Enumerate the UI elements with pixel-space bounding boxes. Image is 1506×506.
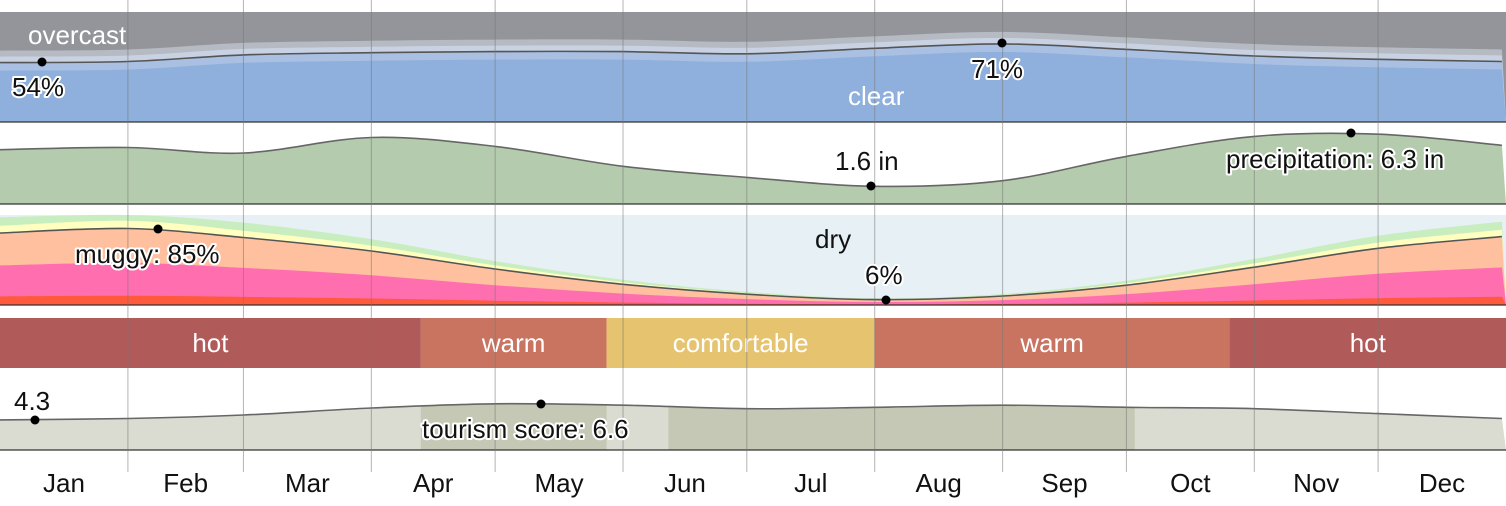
tourism-score-panel — [0, 402, 1506, 451]
tourism-min-annotation: 4.3 — [14, 386, 50, 416]
month-label-dec: Dec — [1419, 468, 1465, 498]
humidity-bands — [0, 214, 1506, 305]
cloud-min-marker — [37, 57, 47, 67]
cloud-max-annotation: 71% — [971, 54, 1023, 84]
month-gridlines — [127, 0, 1379, 472]
muggy-min-marker — [881, 295, 891, 305]
muggy-max-annotation: muggy: 85% — [75, 239, 220, 269]
month-label-jan: Jan — [43, 468, 85, 498]
best-time-range — [668, 403, 1135, 450]
miserable-band — [0, 262, 1506, 305]
month-label-nov: Nov — [1293, 468, 1339, 498]
dry-label: dry — [815, 224, 851, 254]
cloud-min-annotation: 54% — [12, 72, 64, 102]
temp-band-warm — [420, 318, 607, 368]
clear-label: clear — [848, 81, 905, 111]
oppressive-band — [0, 295, 1506, 305]
month-label-mar: Mar — [285, 468, 330, 498]
month-label-apr: Apr — [413, 468, 454, 498]
temp-band-comfortable — [606, 318, 875, 368]
precip-min-annotation: 1.6 in — [835, 146, 899, 176]
precip-max-marker — [1346, 128, 1356, 138]
tourism-min-marker — [30, 415, 40, 425]
overcast-label: overcast — [28, 20, 127, 50]
clear-band — [0, 51, 1506, 122]
temp-band-warm — [874, 318, 1230, 368]
tourism-score-areas — [0, 403, 1506, 450]
month-label-sep: Sep — [1041, 468, 1087, 498]
temp-band-label: hot — [1350, 328, 1387, 358]
month-label-oct: Oct — [1170, 468, 1211, 498]
tourism-max-marker — [536, 399, 546, 409]
precipitation-area — [0, 133, 1506, 204]
muggy-max-marker — [153, 224, 163, 234]
temp-band-label: warm — [481, 328, 546, 358]
cloud-max-marker — [997, 38, 1007, 48]
precip-min-marker — [866, 181, 876, 191]
humidity-panel — [0, 214, 1506, 306]
muggy-min-annotation: 6% — [865, 260, 903, 290]
panel-labels: overcast clear dry — [28, 20, 905, 254]
temp-band-label: comfortable — [673, 328, 809, 358]
temp-band-hot — [0, 318, 421, 368]
temp-band-label: warm — [1019, 328, 1084, 358]
precip-max-annotation: precipitation: 6.3 in — [1226, 144, 1444, 174]
month-label-feb: Feb — [163, 468, 208, 498]
month-label-jun: Jun — [664, 468, 706, 498]
temp-band-label: hot — [192, 328, 229, 358]
month-label-may: May — [535, 468, 584, 498]
temperature-bands-panel: hot warm comfortable warm hot — [0, 318, 1506, 368]
annotations: 54% 71% 1.6 in precipitation: 6.3 in mug… — [10, 38, 1446, 446]
best-time-range — [420, 403, 607, 450]
temp-band-hot — [1229, 318, 1506, 368]
month-label-jul: Jul — [794, 468, 827, 498]
cloud-cover-bands — [0, 12, 1506, 123]
month-axis: Jan Feb Mar Apr May Jun Jul Aug Sep Oct Nov Dec — [43, 468, 1465, 498]
month-label-aug: Aug — [916, 468, 962, 498]
cloud-cover-panel — [0, 12, 1506, 123]
tourism-max-annotation: tourism score: 6.6 — [422, 414, 629, 444]
